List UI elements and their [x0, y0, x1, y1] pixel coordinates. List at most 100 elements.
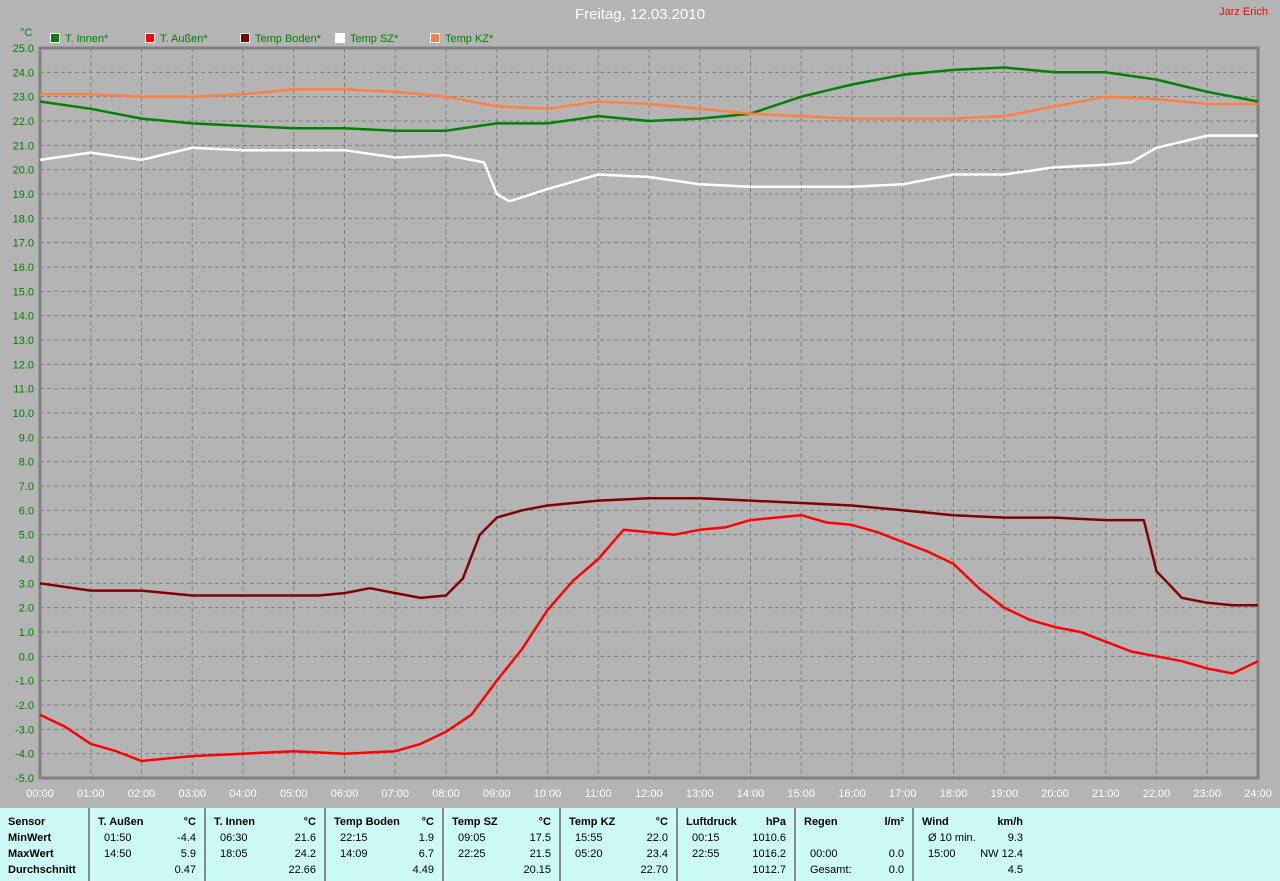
y-tick-label: 9.0 [19, 432, 34, 444]
y-tick-label: 8.0 [19, 457, 34, 469]
x-tick-label: 20:00 [1041, 788, 1069, 800]
column-unit: °C [538, 816, 551, 828]
row-label-max: MaxWert [8, 848, 54, 860]
axis-ticks: 25.0 24.0 23.0 22.0 21.0 20.0 19.0 18.0 17.0 16.0… [13, 43, 1272, 800]
x-tick-label: 23:00 [1193, 788, 1221, 800]
column-header: Temp KZ [569, 816, 616, 828]
max-time: 14:50 [104, 848, 132, 860]
x-tick-label: 12:00 [635, 788, 663, 800]
y-tick-label: 18.0 [13, 213, 34, 225]
y-axis-unit: °C [20, 27, 32, 39]
max-value: 23.4 [646, 848, 668, 860]
y-tick-label: 14.0 [13, 311, 34, 323]
min-value: 1.9 [418, 832, 434, 844]
y-tick-label: 19.0 [13, 189, 34, 201]
y-tick-label: 2.0 [19, 603, 34, 615]
max-time: 00:00 [810, 848, 838, 860]
y-tick-label: 4.0 [19, 554, 34, 566]
legend-label: Temp SZ* [350, 33, 399, 45]
legend-label: Temp KZ* [445, 33, 494, 45]
max-time: 14:09 [340, 848, 368, 860]
min-time: 01:50 [104, 832, 132, 844]
x-tick-label: 02:00 [128, 788, 156, 800]
min-time: 09:05 [458, 832, 486, 844]
column-header: Regen [804, 816, 838, 828]
max-value: 24.2 [294, 848, 316, 860]
column-unit: °C [655, 816, 668, 828]
max-value: 6.7 [418, 848, 434, 860]
row-label-avg: Durchschnitt [8, 864, 76, 876]
max-value: 21.5 [529, 848, 551, 860]
legend-label: Temp Boden* [255, 33, 322, 45]
y-tick-label: 22.0 [13, 116, 34, 128]
x-tick-label: 15:00 [787, 788, 815, 800]
series-line [40, 88, 1258, 120]
x-tick-label: 21:00 [1092, 788, 1120, 800]
series-lines [39, 66, 1259, 763]
x-tick-label: 17:00 [889, 788, 917, 800]
avg-value: 1012.7 [752, 864, 786, 876]
y-tick-label: 23.0 [13, 92, 34, 104]
min-value: 21.6 [294, 832, 316, 844]
y-tick-label: 16.0 [13, 262, 34, 274]
max-value: 0.0 [888, 848, 904, 860]
legend-label: T. Innen* [65, 33, 109, 45]
max-time: 22:25 [458, 848, 486, 860]
legend-swatch [335, 33, 345, 43]
chart-title: Freitag, 12.03.2010 [574, 6, 706, 23]
x-tick-label: 14:00 [737, 788, 765, 800]
min-time: 15:55 [575, 832, 603, 844]
x-tick-label: 07:00 [381, 788, 409, 800]
x-tick-label: 04:00 [229, 788, 257, 800]
x-tick-label: 09:00 [483, 788, 511, 800]
max-time: 22:55 [692, 848, 720, 860]
y-tick-label: 15.0 [13, 286, 34, 298]
stats-column: T. Innen °C 06:30 21.6 18:05 24.2 22.66 [206, 808, 326, 881]
stats-column: Wind km/h Ø 10 min. 9.3 15:00 NW 12.4 4.5 [914, 808, 1031, 881]
column-header: Luftdruck [686, 816, 737, 828]
min-time: Ø 10 min. [928, 832, 976, 844]
avg-value: 22.70 [640, 864, 668, 876]
avg-time: Gesamt: [810, 864, 852, 876]
avg-value: 20.15 [523, 864, 551, 876]
grid [38, 46, 1260, 780]
y-tick-label: 6.0 [19, 505, 34, 517]
row-label-header: Sensor [8, 816, 46, 828]
min-value: 1010.6 [752, 832, 786, 844]
legend-swatch [240, 33, 250, 43]
y-tick-label: 21.0 [13, 140, 34, 152]
min-value: 22.0 [646, 832, 668, 844]
y-tick-label: 11.0 [13, 384, 34, 396]
avg-value: 4.49 [412, 864, 434, 876]
stats-column: Temp SZ °C 09:05 17.5 22:25 21.5 20.15 [444, 808, 561, 881]
y-tick-label: -4.0 [15, 749, 34, 761]
x-tick-label: 08:00 [432, 788, 460, 800]
x-tick-label: 22:00 [1143, 788, 1171, 800]
y-tick-label: 13.0 [13, 335, 34, 347]
y-tick-label: 0.0 [19, 651, 34, 663]
series-line [39, 496, 1258, 607]
max-value: 1016.2 [752, 848, 786, 860]
x-tick-label: 11:00 [585, 788, 612, 800]
min-time: 22:15 [340, 832, 368, 844]
y-tick-label: -3.0 [15, 724, 34, 736]
min-value: 9.3 [1007, 832, 1023, 844]
y-tick-label: -1.0 [15, 676, 34, 688]
series-line [39, 134, 1258, 203]
x-tick-label: 24:00 [1244, 788, 1272, 800]
legend: T. Innen* T. Außen* Temp Boden* Temp SZ* Tem… [50, 33, 494, 45]
min-value: -4.4 [177, 832, 196, 844]
y-tick-label: 3.0 [19, 578, 34, 590]
column-header: Wind [922, 816, 949, 828]
x-tick-label: 13:00 [686, 788, 714, 800]
legend-swatch [145, 33, 155, 43]
author-label: Jarz Erich [1219, 6, 1268, 18]
stats-column: Regen l/m² 00:00 0.0 Gesamt: 0.0 [796, 808, 914, 881]
x-tick-label: 05:00 [280, 788, 308, 800]
column-header: T. Außen [98, 816, 144, 828]
series-line [39, 513, 1259, 763]
avg-value: 0.47 [174, 864, 196, 876]
avg-value: 0.0 [888, 864, 904, 876]
max-time: 18:05 [220, 848, 248, 860]
legend-label: T. Außen* [160, 33, 208, 45]
